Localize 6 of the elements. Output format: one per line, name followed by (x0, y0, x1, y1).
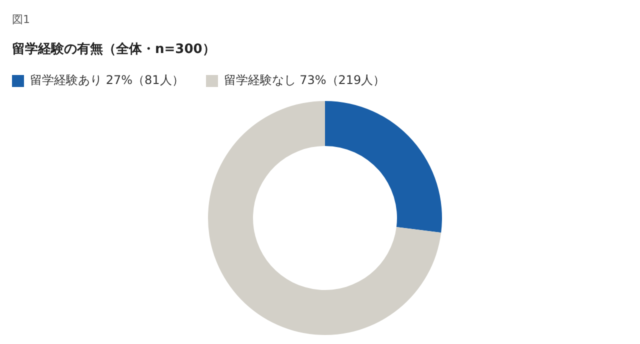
chart-title: 留学経験の有無（全体・n=300） (12, 41, 216, 58)
legend-label: 留学経験なし 73%（219人） (224, 72, 386, 89)
caption: 図1 (12, 12, 30, 27)
donut-slice (325, 101, 442, 233)
legend-label: 留学経験あり 27%（81人） (30, 72, 184, 89)
donut-slice (208, 101, 442, 335)
